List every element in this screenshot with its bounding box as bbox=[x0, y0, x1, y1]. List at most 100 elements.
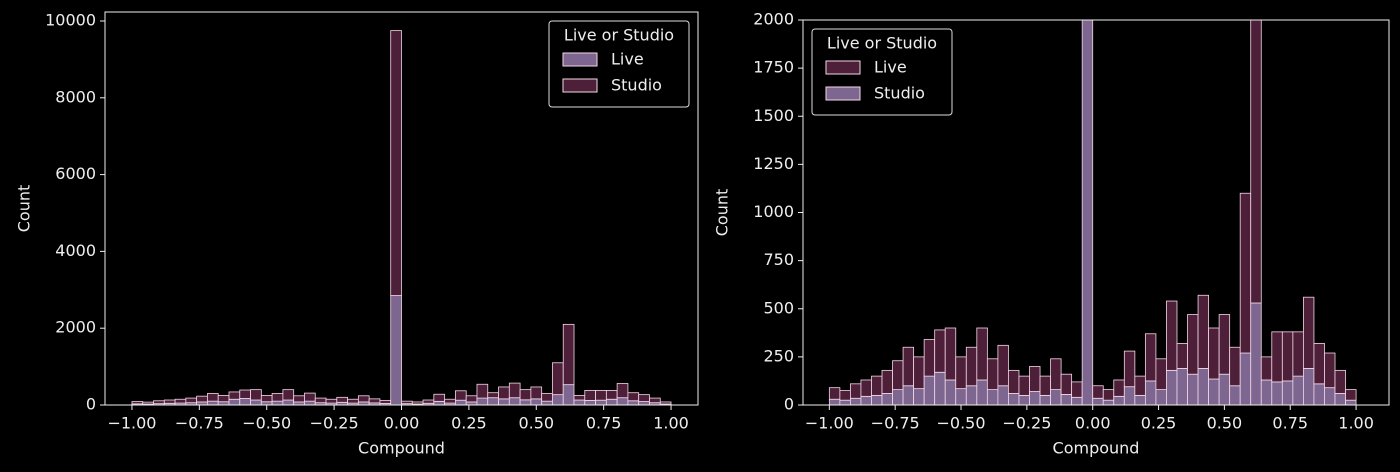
y-tick-label: 8000 bbox=[55, 87, 96, 106]
bar bbox=[228, 391, 241, 400]
bar bbox=[934, 329, 946, 373]
bar bbox=[976, 327, 988, 381]
bar bbox=[860, 379, 872, 397]
bar bbox=[934, 371, 946, 405]
bar bbox=[562, 384, 575, 405]
bars bbox=[131, 30, 672, 405]
bar bbox=[627, 392, 640, 402]
bar bbox=[422, 399, 435, 404]
bar bbox=[871, 375, 883, 396]
bar bbox=[902, 385, 915, 405]
y-tick-label: 2000 bbox=[55, 318, 96, 337]
bar bbox=[1292, 375, 1304, 405]
bar bbox=[487, 392, 499, 399]
bar bbox=[476, 383, 489, 399]
bar bbox=[1271, 331, 1283, 383]
bar bbox=[390, 295, 402, 405]
bar bbox=[1303, 296, 1315, 369]
bar bbox=[850, 397, 862, 405]
bar bbox=[605, 398, 618, 405]
bar bbox=[573, 399, 586, 405]
bar bbox=[217, 394, 230, 403]
bar bbox=[616, 383, 629, 399]
bar bbox=[1218, 314, 1231, 375]
bar bbox=[508, 382, 521, 399]
y-tick-label: 1000 bbox=[753, 202, 794, 221]
bar bbox=[1008, 393, 1020, 405]
bar bbox=[913, 388, 925, 405]
bar bbox=[1345, 389, 1357, 401]
bar bbox=[357, 395, 370, 403]
x-tick-label: −1.00 bbox=[107, 414, 156, 433]
bar bbox=[185, 397, 198, 404]
bar bbox=[1229, 385, 1241, 405]
x-tick-label: 0.25 bbox=[451, 414, 487, 433]
bar bbox=[1144, 380, 1157, 405]
y-tick-label: 1750 bbox=[753, 58, 794, 77]
bar bbox=[881, 369, 893, 394]
bar bbox=[850, 383, 862, 399]
bar bbox=[455, 399, 467, 405]
bar bbox=[163, 399, 176, 404]
bar bbox=[986, 389, 999, 405]
bar bbox=[881, 393, 893, 405]
bar bbox=[616, 397, 629, 405]
bar bbox=[638, 394, 650, 402]
legend-title: Live or Studio bbox=[564, 26, 674, 45]
bar bbox=[465, 395, 478, 403]
bar bbox=[1187, 373, 1199, 405]
bar bbox=[1081, 20, 1094, 405]
bar bbox=[196, 395, 208, 403]
y-tick-label: 0 bbox=[784, 395, 794, 414]
x-tick-label: 0.75 bbox=[586, 414, 622, 433]
bar bbox=[1208, 327, 1220, 380]
bar bbox=[1260, 356, 1273, 381]
x-tick-label: −1.00 bbox=[805, 414, 854, 433]
bar bbox=[250, 399, 262, 405]
bar bbox=[153, 400, 165, 405]
bar bbox=[304, 400, 316, 405]
legend-swatch bbox=[825, 60, 861, 75]
bar bbox=[584, 390, 596, 401]
x-tick-label: 0.50 bbox=[518, 414, 554, 433]
chart: 0 2000 4000 6000 8000 10000 −1.00 −0.75 −0.50 −0.… bbox=[15, 10, 699, 458]
bar bbox=[433, 400, 446, 405]
bar bbox=[390, 30, 402, 296]
bar bbox=[1176, 342, 1188, 369]
legend-swatch bbox=[562, 78, 598, 93]
bar bbox=[260, 394, 273, 403]
legend-label: Live bbox=[611, 50, 644, 69]
bar bbox=[1050, 389, 1062, 405]
bar bbox=[997, 344, 1009, 387]
bar bbox=[1155, 389, 1167, 405]
bar bbox=[519, 389, 532, 401]
bar bbox=[508, 397, 521, 405]
bar bbox=[1281, 380, 1294, 405]
bar bbox=[605, 390, 618, 400]
x-tick-label: 0.75 bbox=[1272, 414, 1308, 433]
bar bbox=[976, 379, 988, 405]
bar bbox=[401, 400, 413, 405]
bar bbox=[476, 397, 489, 405]
bar bbox=[239, 398, 251, 405]
bar bbox=[1144, 333, 1157, 382]
bar bbox=[379, 399, 392, 404]
bar bbox=[519, 399, 532, 405]
bar bbox=[1239, 352, 1252, 405]
bar bbox=[1123, 350, 1136, 388]
bar bbox=[207, 393, 219, 402]
bar bbox=[860, 395, 872, 405]
x-tick-label: 0.00 bbox=[384, 414, 420, 433]
bar bbox=[1092, 385, 1104, 399]
bar bbox=[1134, 375, 1146, 396]
legend-label: Studio bbox=[611, 76, 662, 95]
bar bbox=[1123, 386, 1136, 405]
bar bbox=[997, 385, 1009, 405]
legend: Live or Studio Live Studio bbox=[548, 20, 690, 108]
bar bbox=[368, 398, 381, 404]
bar bbox=[1071, 381, 1083, 398]
x-tick-label: 0.25 bbox=[1141, 414, 1177, 433]
bar bbox=[1208, 378, 1220, 405]
x-tick-label: −0.50 bbox=[242, 414, 291, 433]
x-tick-label: −0.75 bbox=[175, 414, 224, 433]
